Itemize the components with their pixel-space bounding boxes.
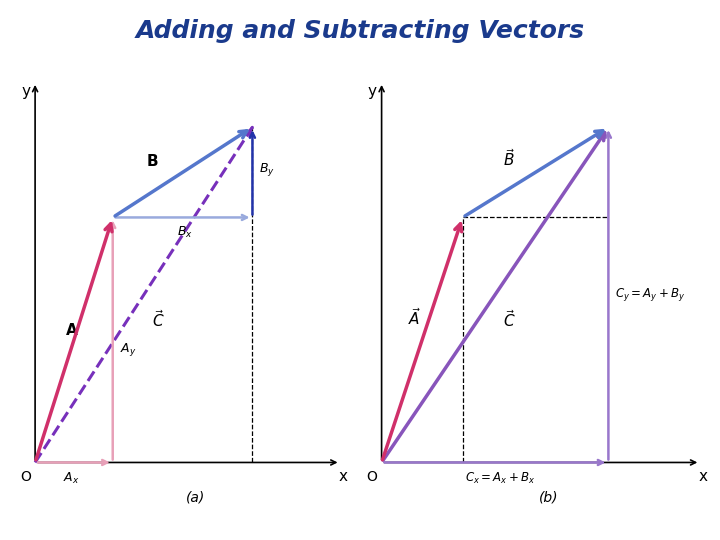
- Text: $B_y$: $B_y$: [258, 161, 274, 178]
- Text: (a): (a): [186, 490, 205, 504]
- Text: $C_x = A_x + B_x$: $C_x = A_x + B_x$: [465, 471, 536, 486]
- Text: O: O: [20, 470, 31, 484]
- Text: O: O: [366, 470, 377, 484]
- Text: y: y: [22, 84, 30, 99]
- Text: x: x: [698, 469, 708, 484]
- Text: $B_x$: $B_x$: [177, 225, 193, 240]
- Text: $\vec{B}$: $\vec{B}$: [503, 148, 516, 169]
- Text: $C_y = A_y + B_y$: $C_y = A_y + B_y$: [615, 286, 685, 303]
- Text: $\vec{C}$: $\vec{C}$: [151, 309, 164, 330]
- Text: Adding and Subtracting Vectors: Adding and Subtracting Vectors: [135, 19, 585, 43]
- Text: y: y: [367, 84, 377, 99]
- Text: $\mathbf{A}$: $\mathbf{A}$: [65, 322, 78, 338]
- Text: (b): (b): [539, 490, 559, 504]
- Text: x: x: [338, 469, 348, 484]
- Text: $\mathbf{B}$: $\mathbf{B}$: [146, 153, 159, 169]
- Text: $\vec{C}$: $\vec{C}$: [503, 309, 516, 330]
- Text: $A_y$: $A_y$: [120, 341, 137, 359]
- Text: $\vec{A}$: $\vec{A}$: [408, 307, 420, 328]
- Text: $A_x$: $A_x$: [63, 471, 80, 486]
